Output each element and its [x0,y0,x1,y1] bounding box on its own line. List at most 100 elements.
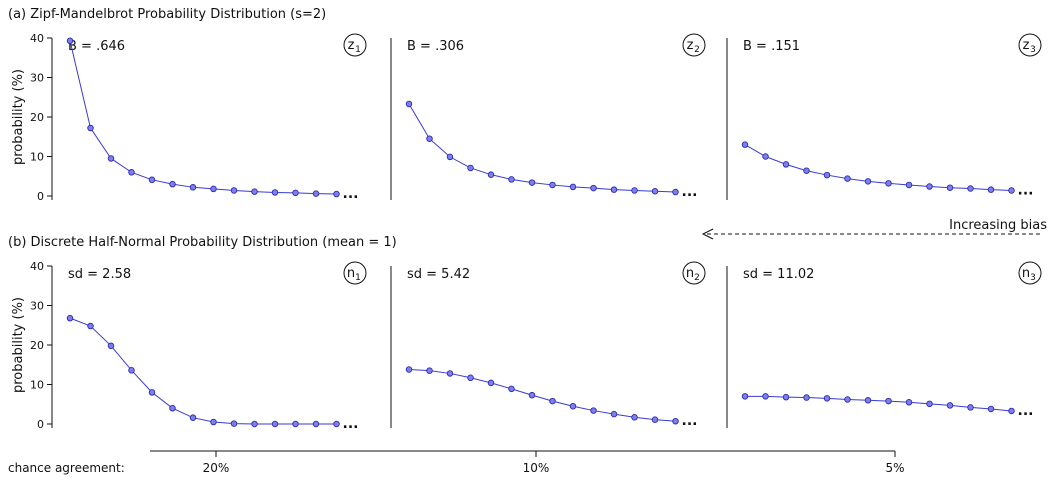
data-point [844,175,851,182]
data-point [741,393,749,400]
panel-b-1: 0 10 20 30 40 probability (%) sd = 2.58 n 1... [11,260,367,432]
panel-badge-subscript: 1 [355,273,361,283]
data-point [251,420,258,428]
panel-badge-subscript: 2 [694,273,700,283]
data-point [926,400,933,408]
data-point [210,185,217,193]
data-point [590,184,597,192]
panel-badge-circle [1018,261,1042,285]
data-point [446,370,454,377]
series-line [69,40,337,195]
data-point [528,391,536,399]
panel-b-2: sd = 5.42 n 2... [390,261,706,429]
y-tick-label: 30 [30,72,44,85]
data-point [762,393,769,400]
data-point [528,179,536,186]
panel-badge-circle [682,261,706,285]
data-point [823,171,831,179]
data-point [946,184,954,191]
data-point [169,180,176,188]
data-point [803,167,810,174]
series-ellipsis: ... [343,416,359,432]
data-point [128,367,135,374]
series-ellipsis: ... [682,184,698,200]
data-point [210,418,217,426]
series-line [744,144,1012,191]
data-point [508,176,515,183]
y-tick-label: 20 [30,111,44,124]
data-point [651,416,659,423]
data-point [987,405,995,413]
series-line [408,103,676,193]
data-point [66,37,74,45]
data-point [631,187,638,194]
row-a-title: (a) Zipf-Mandelbrot Probability Distribu… [8,7,326,22]
y-tick-label: 0 [37,418,44,431]
bias-arrow: Increasing bias [701,218,1047,240]
data-point [741,141,749,148]
data-point [987,186,995,193]
data-point [312,190,320,197]
bias-arrow-head [701,228,714,240]
panel-annotation: B = .306 [407,39,464,54]
data-point [967,404,974,411]
panel-badge-circle [682,33,706,57]
data-point [426,135,433,142]
data-point [651,188,659,195]
series-ellipsis: ... [343,186,359,202]
panel-badge-subscript: 3 [1030,273,1036,283]
panel-badge-subscript: 1 [355,45,361,55]
agreement-tick-label-10: 10% [523,461,550,475]
y-tick-label: 0 [37,190,44,203]
agreement-tick-label-20: 20% [203,461,230,475]
panel-a-1: 0 10 20 30 40 probability (%) B = .646 z 1... [11,32,367,203]
series-line [408,368,676,422]
y-tick-label: 20 [30,339,44,352]
data-point [467,164,474,172]
data-point [782,161,790,168]
data-point [292,189,299,197]
data-point [148,176,156,184]
row-b-title: (b) Discrete Half-Normal Probability Dis… [8,235,397,250]
data-point [803,394,810,401]
data-point [169,404,176,412]
data-point [333,190,340,198]
data-point [251,188,258,195]
y-axis-label: probability (%) [11,297,26,393]
data-point [905,399,913,406]
data-point [271,420,279,428]
data-point [549,181,556,189]
data-point [967,185,974,192]
data-point [148,389,156,396]
data-point [864,397,872,404]
panel-badge: z [687,38,694,53]
data-point [905,181,913,189]
data-point [864,178,872,185]
data-point [508,385,515,393]
panel-badge: z [348,38,355,53]
data-point [333,420,340,428]
panel-badge: z [1023,38,1030,53]
bias-label: Increasing bias [949,218,1047,233]
agreement-tick-label-5: 5% [885,461,904,475]
panel-badge-subscript: 2 [694,45,700,55]
panel-badge: n [686,266,694,281]
panel-badge-circle [343,261,367,285]
data-point [230,187,238,194]
data-point [569,183,577,191]
y-tick-label: 30 [30,300,44,313]
data-point [87,124,94,132]
data-point [312,420,320,428]
data-point [926,183,933,190]
data-point [590,407,597,414]
data-point [66,314,74,322]
data-point [782,393,790,401]
panel-badge: n [1022,266,1030,281]
panel-annotation: sd = 11.02 [743,267,814,282]
data-point [569,402,577,410]
data-point [189,414,197,421]
panel-annotation: B = .151 [743,39,800,54]
data-point [549,397,556,405]
